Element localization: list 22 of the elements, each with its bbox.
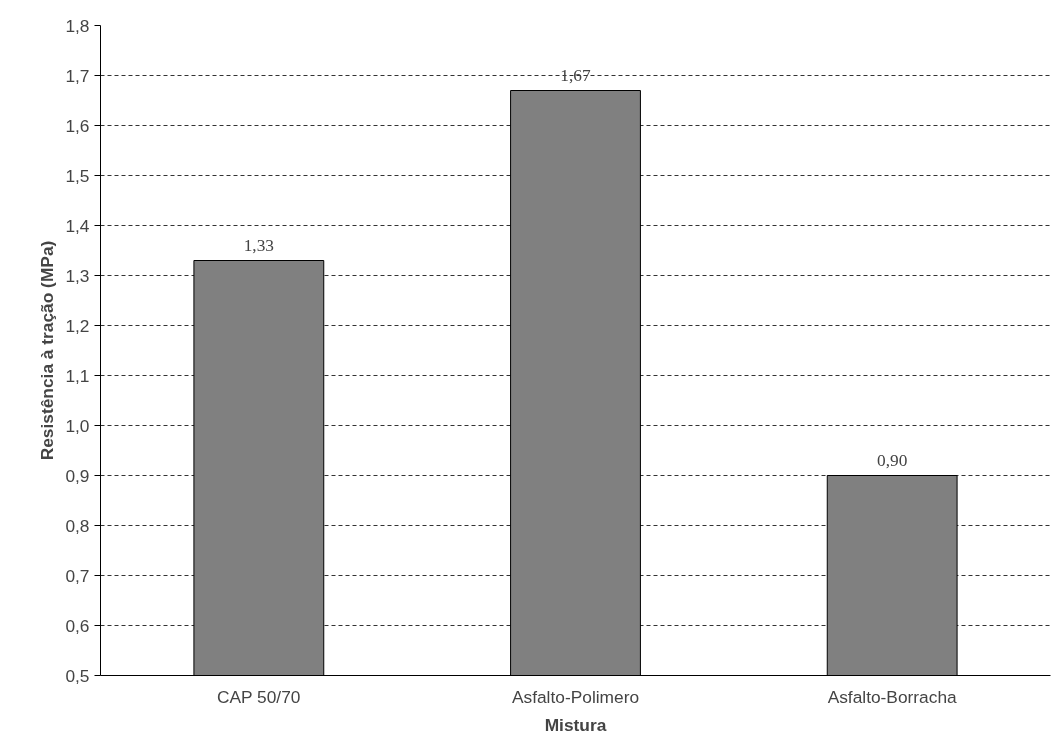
data-label: 1,67 xyxy=(560,65,591,85)
y-axis-title: Resistência à tração (MPa) xyxy=(37,240,58,461)
y-tick-label: 1,2 xyxy=(65,315,90,336)
x-tick-label: Asfalto-Polimero xyxy=(511,686,640,707)
data-label: 1,33 xyxy=(243,235,274,255)
y-tick-label: 1,8 xyxy=(65,15,90,36)
x-tick-label: Asfalto-Borracha xyxy=(827,686,958,707)
y-tick-label: 1,4 xyxy=(65,215,90,236)
y-tick-label: 0,9 xyxy=(65,465,90,486)
y-tick-label: 0,8 xyxy=(65,515,90,536)
y-tick-label: 1,0 xyxy=(65,415,90,436)
x-tick-label: CAP 50/70 xyxy=(216,686,301,707)
y-tick-label: 0,7 xyxy=(65,565,90,586)
y-tick-label: 1,1 xyxy=(65,365,90,386)
x-axis-title: Mistura xyxy=(544,714,607,735)
y-tick-label: 1,5 xyxy=(65,165,90,186)
y-tick-label: 1,3 xyxy=(65,265,90,286)
y-tick-label: 1,6 xyxy=(65,115,90,136)
y-tick-label: 0,6 xyxy=(65,615,90,636)
y-tick-label: 0,5 xyxy=(65,665,90,686)
y-tick-label: 1,7 xyxy=(65,65,90,86)
data-label: 0,90 xyxy=(877,450,908,470)
